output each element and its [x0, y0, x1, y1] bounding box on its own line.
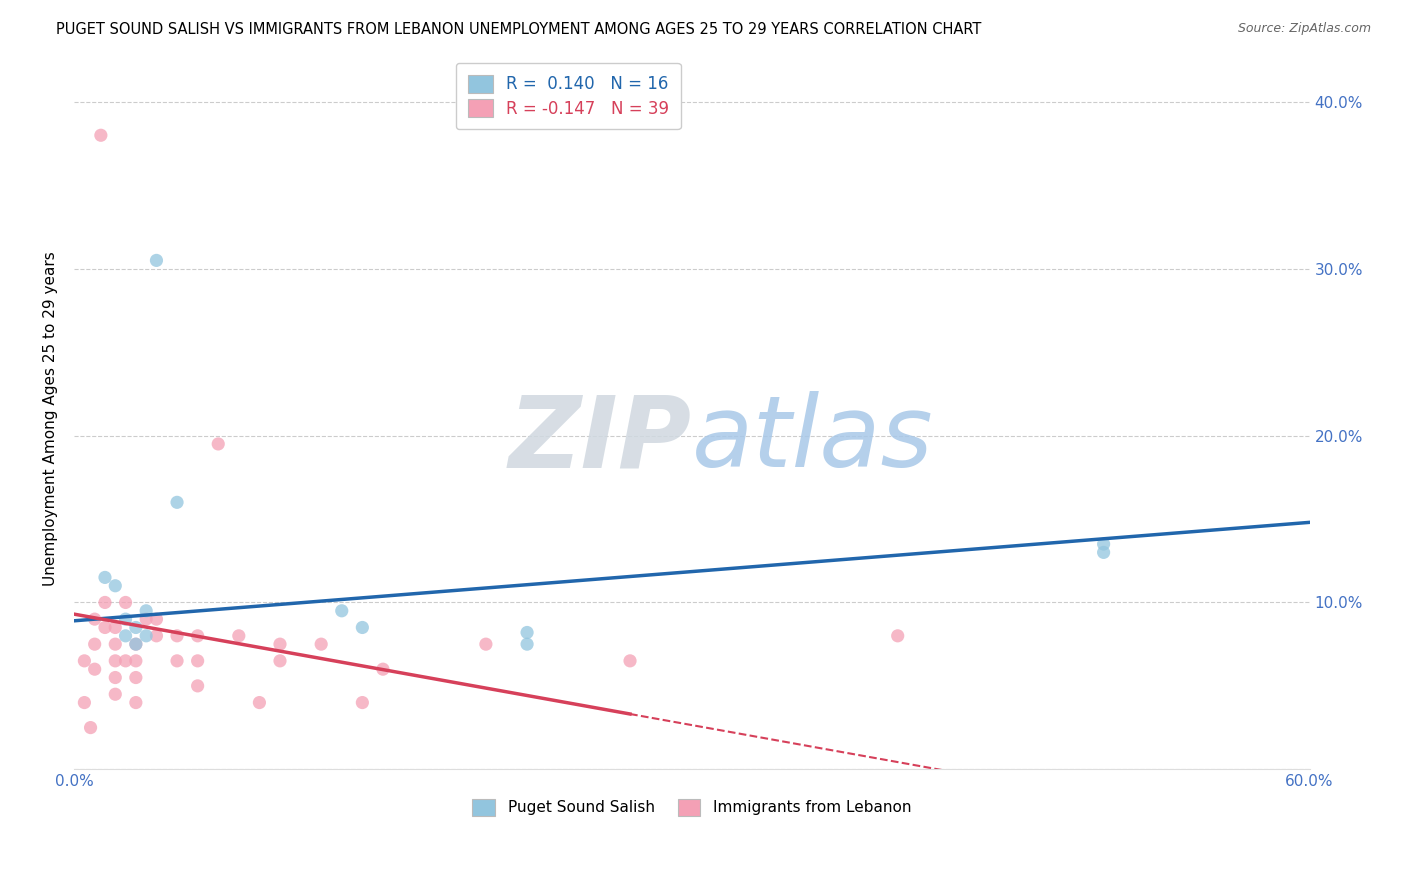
Point: [475, 637, 498, 651]
Point: [83, 637, 105, 651]
Point: [125, 620, 148, 634]
Point: [104, 654, 127, 668]
Point: [125, 696, 148, 710]
Point: [516, 625, 538, 640]
Legend: Puget Sound Salish, Immigrants from Lebanon: Puget Sound Salish, Immigrants from Leba…: [464, 789, 921, 825]
Point: [104, 687, 127, 701]
Text: Source: ZipAtlas.com: Source: ZipAtlas.com: [1237, 22, 1371, 36]
Point: [94, 620, 117, 634]
Point: [352, 696, 374, 710]
Point: [114, 612, 136, 626]
Point: [104, 620, 127, 634]
Point: [125, 654, 148, 668]
Point: [83, 662, 105, 676]
Point: [166, 629, 188, 643]
Point: [187, 679, 209, 693]
Point: [371, 662, 394, 676]
Point: [1092, 545, 1115, 559]
Point: [352, 620, 374, 634]
Point: [90, 128, 112, 143]
Point: [135, 612, 157, 626]
Point: [125, 671, 148, 685]
Point: [73, 654, 96, 668]
Point: [104, 637, 127, 651]
Point: [114, 629, 136, 643]
Point: [94, 595, 117, 609]
Point: [247, 696, 270, 710]
Text: ZIP: ZIP: [509, 392, 692, 489]
Point: [228, 629, 250, 643]
Point: [125, 637, 148, 651]
Point: [145, 629, 167, 643]
Point: [309, 637, 332, 651]
Point: [187, 629, 209, 643]
Point: [125, 637, 148, 651]
Point: [94, 570, 117, 584]
Point: [83, 612, 105, 626]
Point: [114, 595, 136, 609]
Point: [145, 612, 167, 626]
Point: [104, 579, 127, 593]
Point: [619, 654, 641, 668]
Point: [330, 604, 353, 618]
Text: atlas: atlas: [692, 392, 934, 489]
Point: [104, 671, 127, 685]
Point: [269, 637, 291, 651]
Point: [135, 604, 157, 618]
Point: [269, 654, 291, 668]
Point: [187, 654, 209, 668]
Point: [135, 629, 157, 643]
Point: [166, 495, 188, 509]
Y-axis label: Unemployment Among Ages 25 to 29 years: Unemployment Among Ages 25 to 29 years: [44, 252, 58, 586]
Point: [207, 437, 229, 451]
Text: PUGET SOUND SALISH VS IMMIGRANTS FROM LEBANON UNEMPLOYMENT AMONG AGES 25 TO 29 Y: PUGET SOUND SALISH VS IMMIGRANTS FROM LE…: [56, 22, 981, 37]
Point: [73, 696, 96, 710]
Point: [114, 654, 136, 668]
Point: [145, 253, 167, 268]
Point: [886, 629, 908, 643]
Point: [516, 637, 538, 651]
Point: [1092, 537, 1115, 551]
Point: [166, 654, 188, 668]
Point: [79, 721, 101, 735]
